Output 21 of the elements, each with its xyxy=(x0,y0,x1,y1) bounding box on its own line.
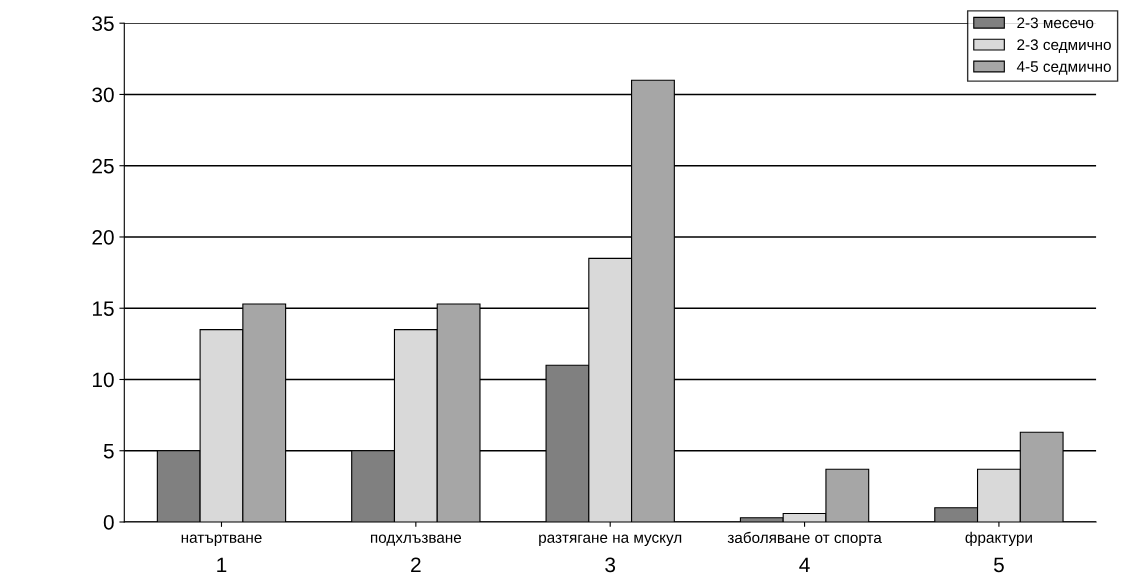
y-tick-label: 25 xyxy=(92,158,114,174)
x-tick-label: фрактури xyxy=(965,531,1032,546)
x-tick-label: заболяване от спорта xyxy=(727,531,882,547)
y-tick-label: 35 xyxy=(92,16,114,31)
x-tick-label: разтягане на мускул xyxy=(539,534,682,546)
text: 3 xyxy=(605,557,616,573)
y-tick-label: 0 xyxy=(103,515,114,530)
y-tick-label: 15 xyxy=(93,301,114,316)
text: 2 xyxy=(411,557,421,573)
legend-label: 2-3 седмично xyxy=(1017,39,1111,53)
legend-label: 2-3 месечо xyxy=(1017,17,1094,29)
y-tick-label: 30 xyxy=(92,87,114,103)
x-tick-label: натъртване xyxy=(181,534,262,546)
y-tick-label: 10 xyxy=(93,372,114,388)
text: 4 xyxy=(799,557,810,573)
x-tick-label: подхлъзване xyxy=(370,534,462,546)
legend-label: 4-5 седмично xyxy=(1016,61,1111,75)
text: 5 xyxy=(993,557,1004,573)
y-tick-label: 20 xyxy=(92,229,114,245)
text: 1 xyxy=(217,557,227,573)
y-tick-label: 5 xyxy=(103,443,114,459)
